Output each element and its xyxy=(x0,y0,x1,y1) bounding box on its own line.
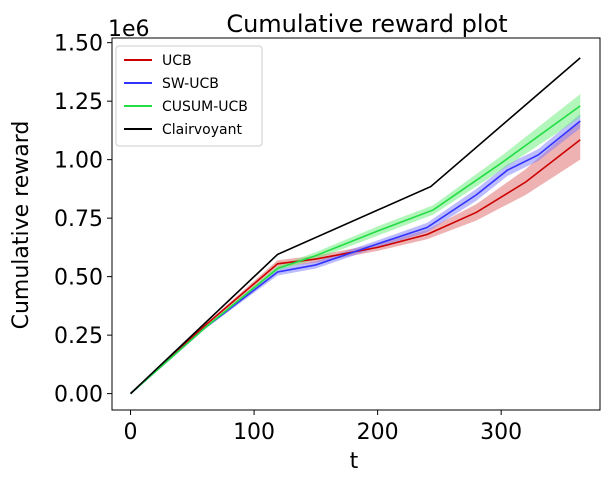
y-tick-label: 0.50 xyxy=(54,266,103,291)
series-lines xyxy=(129,57,581,395)
line-series-0 xyxy=(129,139,581,395)
legend-label: UCB xyxy=(162,53,192,69)
y-tick-label: 0.00 xyxy=(54,383,103,408)
legend-label: SW-UCB xyxy=(162,76,219,92)
y-axis-label: Cumulative reward xyxy=(9,121,34,330)
x-tick-label: 0 xyxy=(124,420,138,445)
legend: UCB SW-UCB CUSUM-UCB Clairvoyant xyxy=(115,45,263,147)
y-tick-label: 1.00 xyxy=(54,149,103,174)
plot-area-frame xyxy=(111,37,601,411)
x-tick-label: 300 xyxy=(480,420,522,445)
y-tick-label: 1.50 xyxy=(54,32,103,57)
y-tick-label: 0.75 xyxy=(54,207,103,232)
y-tick-label: 0.25 xyxy=(54,324,103,349)
legend-box xyxy=(115,45,263,147)
y-axis: 0.00 0.25 0.50 0.75 1.00 1.25 1.50 xyxy=(54,32,112,408)
band-series-2 xyxy=(130,94,581,394)
x-tick-label: 100 xyxy=(233,420,275,445)
x-axis-label: t xyxy=(350,449,359,474)
line-series-1 xyxy=(130,120,581,395)
line-series-2 xyxy=(130,105,581,395)
line-series-3 xyxy=(129,57,581,395)
y-tick-label: 1.25 xyxy=(54,90,103,115)
confidence-bands xyxy=(130,94,581,394)
band-series-1 xyxy=(130,114,581,394)
legend-label: Clairvoyant xyxy=(162,122,242,138)
x-tick-label: 200 xyxy=(357,420,399,445)
x-axis: 0 100 200 300 xyxy=(124,410,522,445)
legend-label: CUSUM-UCB xyxy=(162,99,248,115)
chart-title: Cumulative reward plot xyxy=(226,10,507,38)
